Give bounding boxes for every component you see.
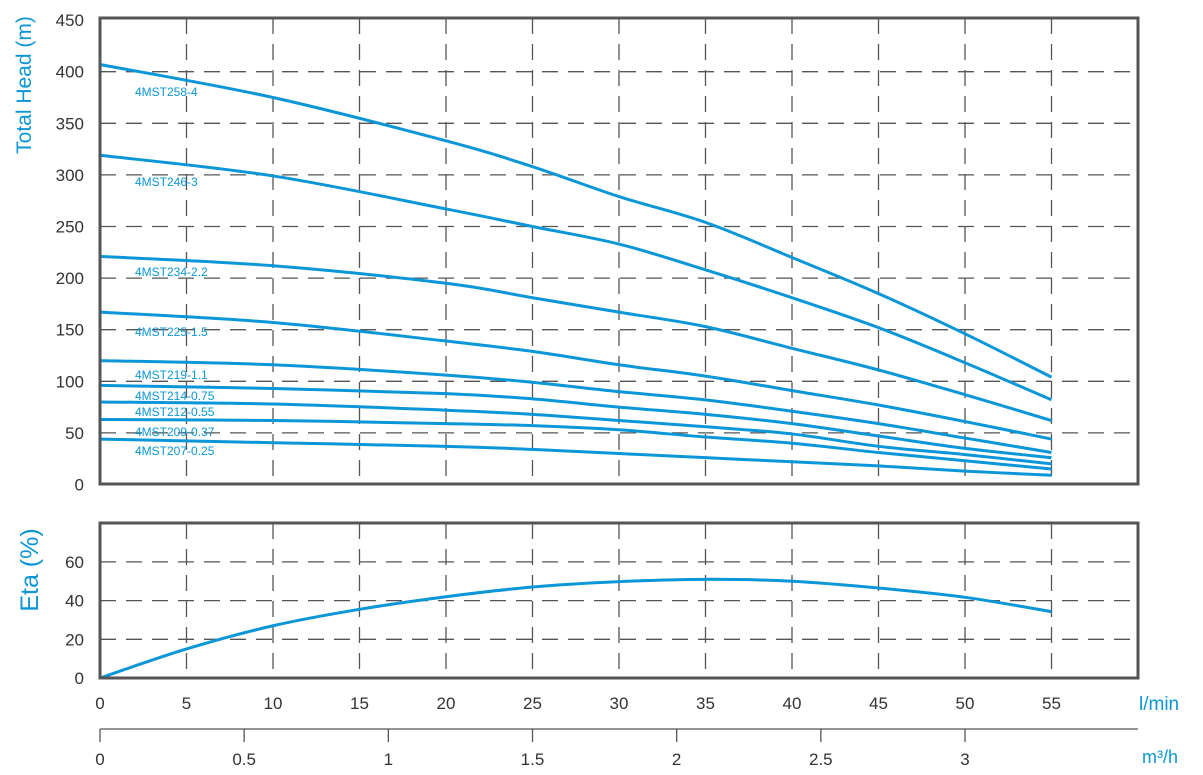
- head-y-ticks: 0 50 100 150 200 250 300 350 400 450: [56, 11, 84, 494]
- head-curve-4MST258-4: [99, 63, 1053, 379]
- m3h-axis: 0 0.5 1 1.5 2 2.5 3: [95, 728, 1138, 769]
- x-tick-label: 0: [95, 694, 104, 713]
- curve-labels: 4MST258-4 4MST246-3 4MST234-2.2 4MST225-1.5…: [135, 85, 215, 458]
- curve-label: 4MST214-0.75: [135, 389, 215, 403]
- m3h-axis-title: m³/h: [1142, 747, 1178, 767]
- curve-label: 4MST234-2.2: [135, 265, 208, 279]
- x-tick-label: 15: [350, 694, 369, 713]
- eta-y-axis-title: Eta (%): [16, 528, 44, 611]
- head-curve-4MST209-0.37: [99, 417, 1052, 471]
- x-tick-label: 20: [437, 694, 456, 713]
- x-tick-label: 35: [696, 694, 715, 713]
- curve-label: 4MST219-1.1: [135, 368, 208, 382]
- y-tick-label: 60: [65, 553, 84, 572]
- head-y-axis-title: Total Head (m): [13, 16, 36, 154]
- y-tick-label: 350: [56, 114, 84, 133]
- m3h-tick-label: 3: [960, 750, 969, 769]
- y-tick-label: 450: [56, 11, 84, 30]
- head-curves: [99, 63, 1053, 477]
- lmin-axis-title: l/min: [1139, 694, 1179, 715]
- eta-curves: [99, 577, 1052, 680]
- y-tick-label: 0: [75, 476, 84, 495]
- head-grid: [100, 18, 1138, 484]
- x-tick-label: 10: [264, 694, 283, 713]
- curve-label: 4MST209-0.37: [135, 425, 215, 439]
- head-curve-4MST207-0.25: [99, 437, 1052, 477]
- curve-label: 4MST246-3: [135, 175, 198, 189]
- x-tick-label: 40: [783, 694, 802, 713]
- eta-curve: [99, 577, 1052, 680]
- x-tick-label: 5: [182, 694, 191, 713]
- curve-label: 4MST225-1.5: [135, 325, 208, 339]
- y-tick-label: 0: [75, 669, 84, 688]
- eta-plot-frame: [98, 521, 1140, 680]
- curve-label: 4MST212-0.55: [135, 405, 215, 419]
- m3h-tick-label: 0.5: [232, 750, 256, 769]
- y-tick-label: 40: [65, 592, 84, 611]
- head-curve-4MST212-0.55: [99, 400, 1052, 466]
- m3h-tick-label: 2: [672, 750, 681, 769]
- y-tick-label: 250: [56, 218, 84, 237]
- eta-y-ticks: 0 20 40 60: [65, 553, 84, 688]
- head-curve-4MST214-0.75: [99, 383, 1052, 460]
- x-tick-label: 30: [610, 694, 629, 713]
- y-tick-label: 20: [65, 630, 84, 649]
- y-tick-label: 150: [56, 321, 84, 340]
- y-tick-label: 50: [65, 424, 84, 443]
- m3h-tick-label: 1: [384, 750, 393, 769]
- m3h-tick-label: 2.5: [809, 750, 833, 769]
- head-plot-frame: [98, 16, 1140, 486]
- m3h-tick-label: 0: [95, 750, 104, 769]
- lmin-x-ticks: 0 5 10 15 20 25 30 35 40 45 50 55: [95, 694, 1061, 713]
- y-tick-label: 300: [56, 166, 84, 185]
- x-tick-label: 45: [869, 694, 888, 713]
- m3h-tick-label: 1.5: [521, 750, 545, 769]
- x-tick-label: 25: [523, 694, 542, 713]
- y-tick-label: 100: [56, 372, 84, 391]
- eta-grid: [100, 523, 1138, 678]
- head-curve-4MST234-2.2: [99, 254, 1052, 422]
- x-tick-label: 50: [956, 694, 975, 713]
- y-tick-label: 400: [56, 63, 84, 82]
- y-tick-label: 200: [56, 269, 84, 288]
- head-curve-4MST225-1.5: [99, 310, 1052, 441]
- curve-label: 4MST258-4: [135, 85, 198, 99]
- x-tick-label: 55: [1042, 694, 1061, 713]
- head-curve-4MST246-3: [99, 153, 1053, 402]
- curve-label: 4MST207-0.25: [135, 444, 215, 458]
- head-curve-4MST219-1.1: [99, 359, 1052, 454]
